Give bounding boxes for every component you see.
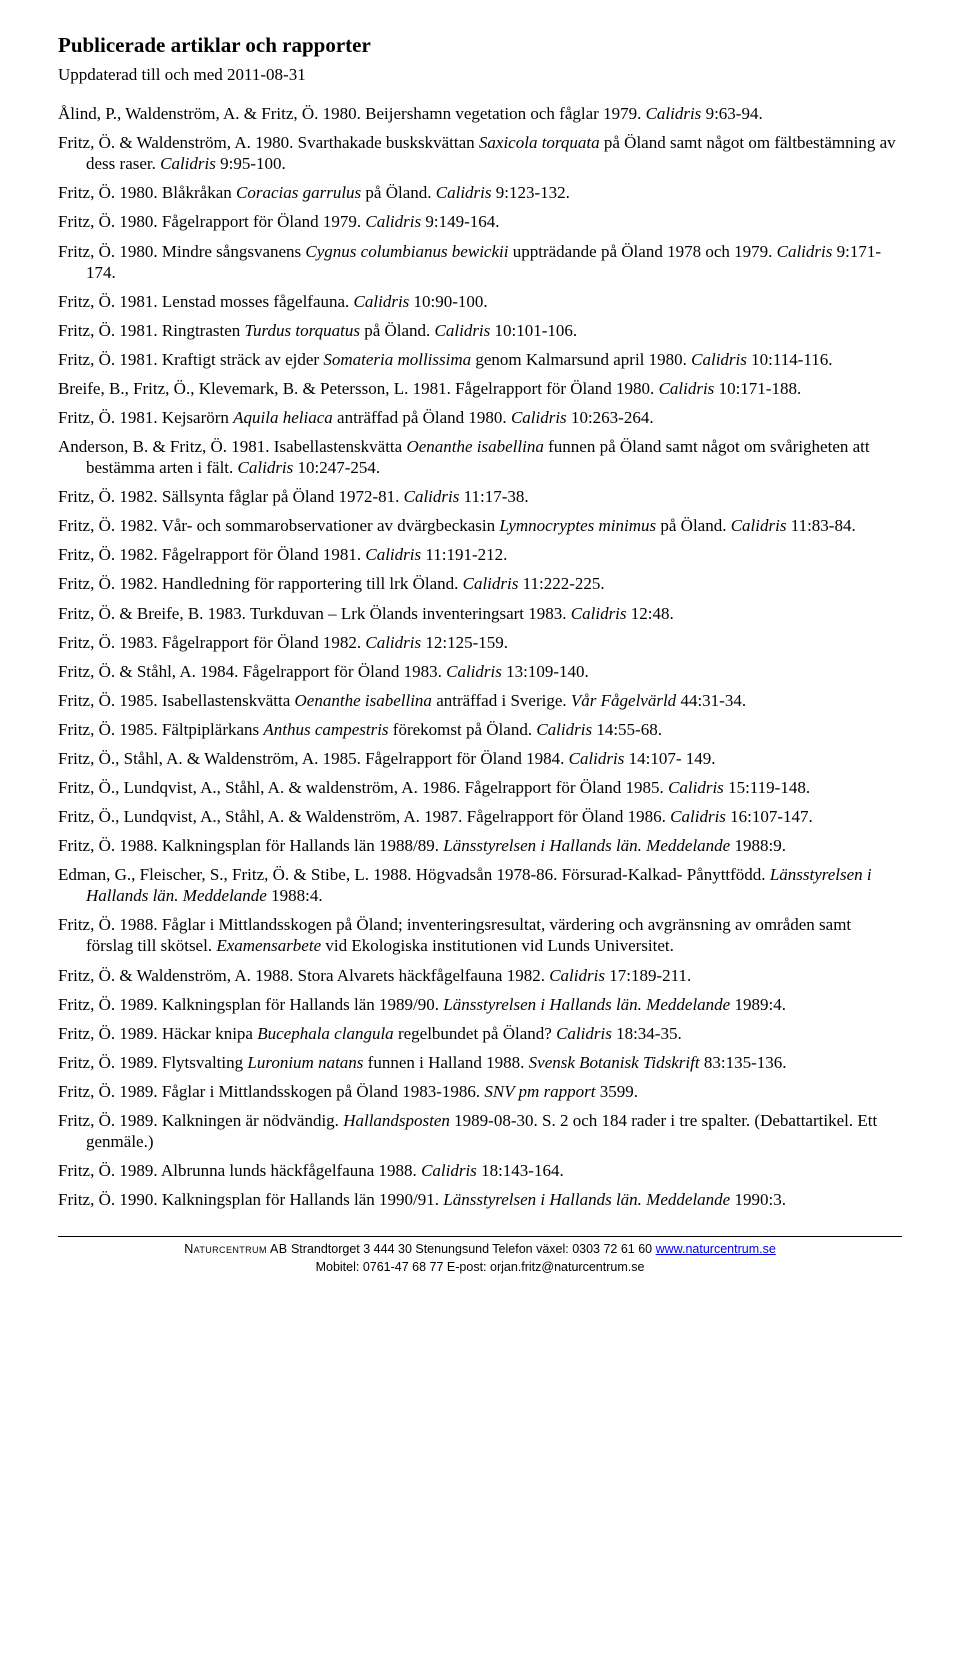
reference-entry: Fritz, Ö. 1985. Isabellastenskvätta Oena… xyxy=(58,690,902,711)
reference-entry: Anderson, B. & Fritz, Ö. 1981. Isabellas… xyxy=(58,436,902,478)
reference-entry: Fritz, Ö. 1990. Kalkningsplan för Hallan… xyxy=(58,1189,902,1210)
page-footer: Naturcentrum AB Strandtorget 3 444 30 St… xyxy=(58,1236,902,1276)
reference-entry: Fritz, Ö. 1983. Fågelrapport för Öland 1… xyxy=(58,632,902,653)
reference-entry: Fritz, Ö. & Breife, B. 1983. Turkduvan –… xyxy=(58,603,902,624)
reference-entry: Fritz, Ö. 1981. Ringtrasten Turdus torqu… xyxy=(58,320,902,341)
reference-entry: Fritz, Ö. 1989. Flytsvalting Luronium na… xyxy=(58,1052,902,1073)
reference-entry: Fritz, Ö. 1989. Kalkningen är nödvändig.… xyxy=(58,1110,902,1152)
reference-entry: Fritz, Ö. 1989. Fåglar i Mittlandsskogen… xyxy=(58,1081,902,1102)
reference-entry: Fritz, Ö. & Ståhl, A. 1984. Fågelrapport… xyxy=(58,661,902,682)
reference-entry: Fritz, Ö. 1980. Mindre sångsvanens Cygnu… xyxy=(58,241,902,283)
reference-entry: Breife, B., Fritz, Ö., Klevemark, B. & P… xyxy=(58,378,902,399)
reference-entry: Fritz, Ö. 1980. Blåkråkan Coracias garru… xyxy=(58,182,902,203)
reference-entry: Fritz, Ö. 1982. Handledning för rapporte… xyxy=(58,573,902,594)
footer-link[interactable]: www.naturcentrum.se xyxy=(656,1242,776,1256)
reference-entry: Fritz, Ö. 1985. Fältpiplärkans Anthus ca… xyxy=(58,719,902,740)
reference-entry: Fritz, Ö. 1982. Sällsynta fåglar på Ölan… xyxy=(58,486,902,507)
reference-entry: Fritz, Ö. 1981. Kraftigt sträck av ejder… xyxy=(58,349,902,370)
reference-entry: Fritz, Ö. 1982. Fågelrapport för Öland 1… xyxy=(58,544,902,565)
reference-entry: Fritz, Ö., Lundqvist, A., Ståhl, A. & wa… xyxy=(58,777,902,798)
reference-entry: Fritz, Ö. 1981. Kejsarörn Aquila heliaca… xyxy=(58,407,902,428)
footer-address: Strandtorget 3 444 30 Stenungsund Telefo… xyxy=(288,1242,656,1256)
reference-entry: Ålind, P., Waldenström, A. & Fritz, Ö. 1… xyxy=(58,103,902,124)
page-title: Publicerade artiklar och rapporter xyxy=(58,32,902,58)
footer-contact: Mobitel: 0761-47 68 77 E-post: orjan.fri… xyxy=(58,1259,902,1277)
reference-entry: Fritz, Ö. 1981. Lenstad mosses fågelfaun… xyxy=(58,291,902,312)
reference-entry: Fritz, Ö. 1988. Kalkningsplan för Hallan… xyxy=(58,835,902,856)
reference-entry: Fritz, Ö. 1989. Albrunna lunds häckfågel… xyxy=(58,1160,902,1181)
reference-entry: Fritz, Ö. 1982. Vår- och sommarobservati… xyxy=(58,515,902,536)
reference-list: Ålind, P., Waldenström, A. & Fritz, Ö. 1… xyxy=(58,103,902,1210)
reference-entry: Fritz, Ö. & Waldenström, A. 1988. Stora … xyxy=(58,965,902,986)
reference-entry: Fritz, Ö. 1988. Fåglar i Mittlandsskogen… xyxy=(58,914,902,956)
reference-entry: Fritz, Ö., Ståhl, A. & Waldenström, A. 1… xyxy=(58,748,902,769)
reference-entry: Fritz, Ö. 1989. Kalkningsplan för Hallan… xyxy=(58,994,902,1015)
reference-entry: Fritz, Ö. 1980. Fågelrapport för Öland 1… xyxy=(58,211,902,232)
updated-line: Uppdaterad till och med 2011-08-31 xyxy=(58,64,902,85)
reference-entry: Fritz, Ö., Lundqvist, A., Ståhl, A. & Wa… xyxy=(58,806,902,827)
footer-company: Naturcentrum AB xyxy=(184,1242,287,1256)
reference-entry: Fritz, Ö. & Waldenström, A. 1980. Svarth… xyxy=(58,132,902,174)
reference-entry: Fritz, Ö. 1989. Häckar knipa Bucephala c… xyxy=(58,1023,902,1044)
reference-entry: Edman, G., Fleischer, S., Fritz, Ö. & St… xyxy=(58,864,902,906)
